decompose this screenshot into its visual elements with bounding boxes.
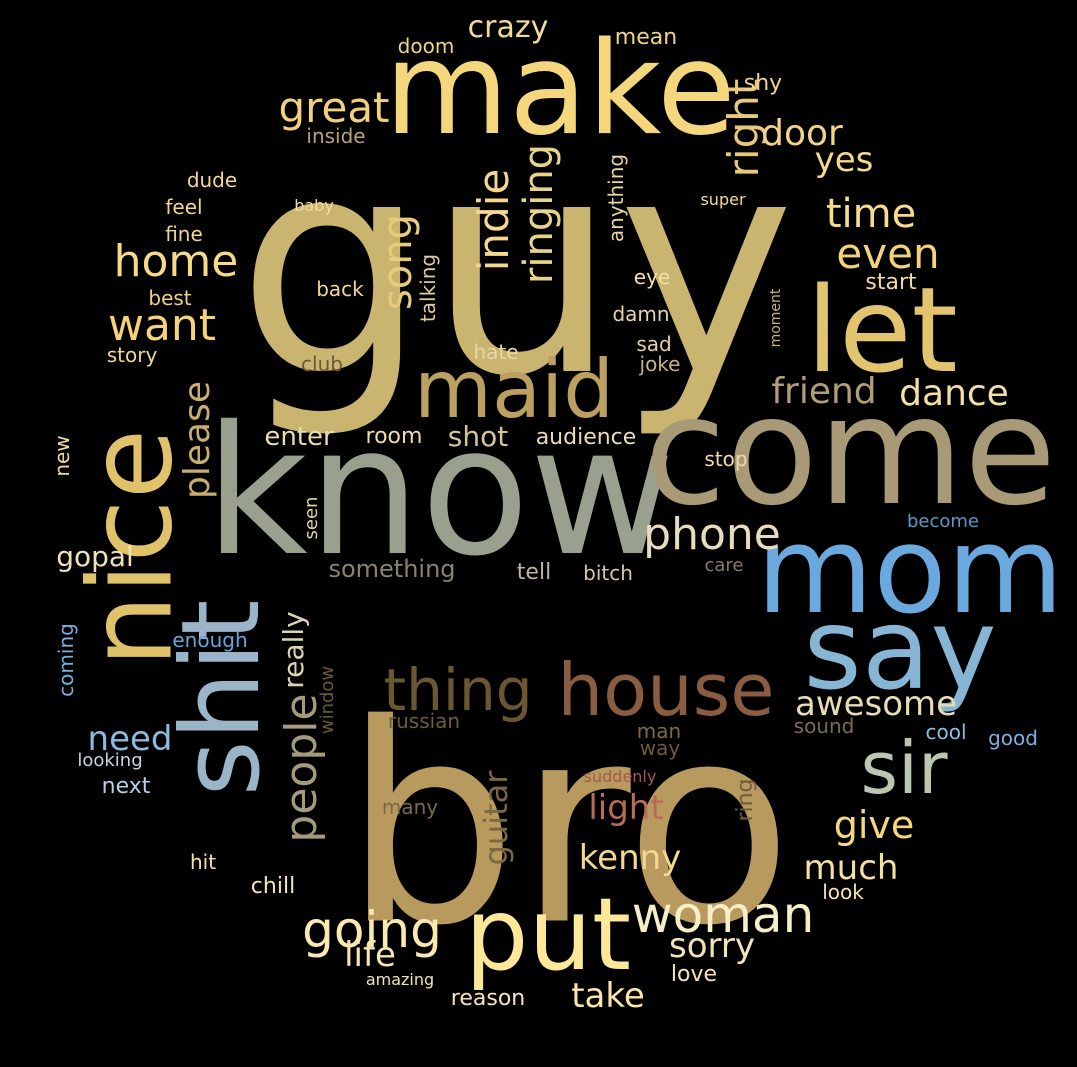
word-joke: joke (639, 352, 681, 376)
word-story: story (106, 343, 158, 367)
word-damn: damn (612, 302, 670, 326)
word-kenny: kenny (578, 838, 682, 878)
word-super: super (700, 190, 746, 209)
word-hit: hit (189, 850, 217, 874)
word-much: much (803, 848, 899, 888)
word-sir: sir (860, 726, 948, 810)
word-crazy: crazy (467, 10, 549, 45)
word-house: house (557, 648, 775, 732)
word-awesome: awesome (794, 684, 958, 724)
word-really: really (277, 611, 310, 689)
word-looking: looking (77, 750, 143, 771)
word-please: please (177, 381, 218, 499)
word-next: next (101, 774, 151, 799)
word-best: best (148, 286, 192, 310)
word-ring: ring (733, 778, 758, 822)
word-reason: reason (450, 986, 526, 1011)
word-care: care (704, 555, 744, 576)
word-back: back (316, 277, 364, 301)
word-sad: sad (636, 332, 672, 356)
word-cool: cool (925, 720, 967, 744)
word-become: become (906, 511, 980, 532)
word-many: many (381, 795, 439, 819)
word-guy: guy (236, 93, 796, 442)
word-love: love (670, 962, 718, 987)
word-guitar: guitar (477, 770, 515, 866)
word-chill: chill (250, 874, 296, 899)
word-room: room (365, 424, 423, 449)
word-doom: doom (397, 34, 455, 58)
word-audience: audience (535, 425, 637, 450)
word-make: make (384, 15, 736, 164)
word-phone: phone (643, 509, 781, 560)
word-window: window (317, 665, 338, 735)
word-want: want (107, 300, 217, 351)
word-come: come (643, 365, 1057, 539)
word-russian: russian (387, 709, 461, 733)
word-look: look (822, 880, 864, 904)
word-need: need (87, 719, 173, 759)
word-shot: shot (447, 420, 509, 453)
word-give: give (833, 803, 915, 847)
word-bro: bro (343, 665, 793, 986)
word-suddenly: suddenly (583, 767, 657, 786)
word-thing: thing (383, 656, 533, 724)
word-life: life (344, 935, 396, 975)
word-club: club (301, 352, 343, 376)
word-dance: dance (899, 373, 1009, 414)
word-yes: yes (814, 140, 874, 180)
word-friend: friend (771, 371, 877, 412)
word-song: song (375, 213, 421, 311)
word-shy: shy (743, 71, 783, 96)
word-feel: feel (165, 195, 203, 219)
word-inside: inside (306, 124, 366, 148)
word-say: say (803, 585, 997, 715)
word-door: door (761, 113, 843, 154)
word-enter: enter (264, 422, 334, 452)
word-fine: fine (165, 222, 203, 246)
word-sorry: sorry (669, 926, 755, 966)
word-woman: woman (631, 886, 815, 944)
word-new: new (50, 435, 74, 477)
word-dude: dude (186, 168, 238, 192)
word-way: way (639, 736, 681, 760)
word-hate: hate (473, 340, 519, 364)
word-tell: tell (516, 560, 552, 585)
word-amazing: amazing (365, 970, 435, 989)
word-man: man (636, 719, 682, 743)
word-going: going (302, 901, 442, 959)
word-sound: sound (793, 714, 855, 738)
word-talking: talking (416, 253, 440, 323)
word-even: even (836, 229, 940, 278)
word-put: put (464, 876, 632, 993)
word-know: know (204, 388, 676, 595)
word-start: start (865, 270, 917, 295)
word-take: take (571, 976, 645, 1016)
word-mean: mean (614, 25, 678, 50)
word-something: something (328, 555, 456, 583)
word-stop: stop (704, 447, 748, 471)
word-gopal: gopal (56, 540, 134, 573)
word-good: good (988, 726, 1038, 750)
word-time: time (825, 191, 917, 237)
word-moment: moment (768, 288, 784, 348)
word-eye: eye (633, 265, 671, 289)
word-let: let (806, 261, 958, 399)
word-maid: maid (414, 343, 614, 436)
word-coming: coming (54, 623, 78, 697)
word-ringing: ringing (516, 143, 562, 285)
word-indie: indie (469, 168, 518, 272)
word-bitch: bitch (583, 561, 633, 585)
word-seen: seen (301, 496, 322, 540)
word-great: great (278, 83, 390, 132)
word-home: home (113, 236, 239, 287)
word-light: light (588, 788, 664, 828)
word-enough: enough (172, 628, 248, 652)
word-baby: baby (294, 196, 334, 215)
word-anything: anything (604, 153, 628, 243)
word-mom: mom (756, 502, 1064, 641)
